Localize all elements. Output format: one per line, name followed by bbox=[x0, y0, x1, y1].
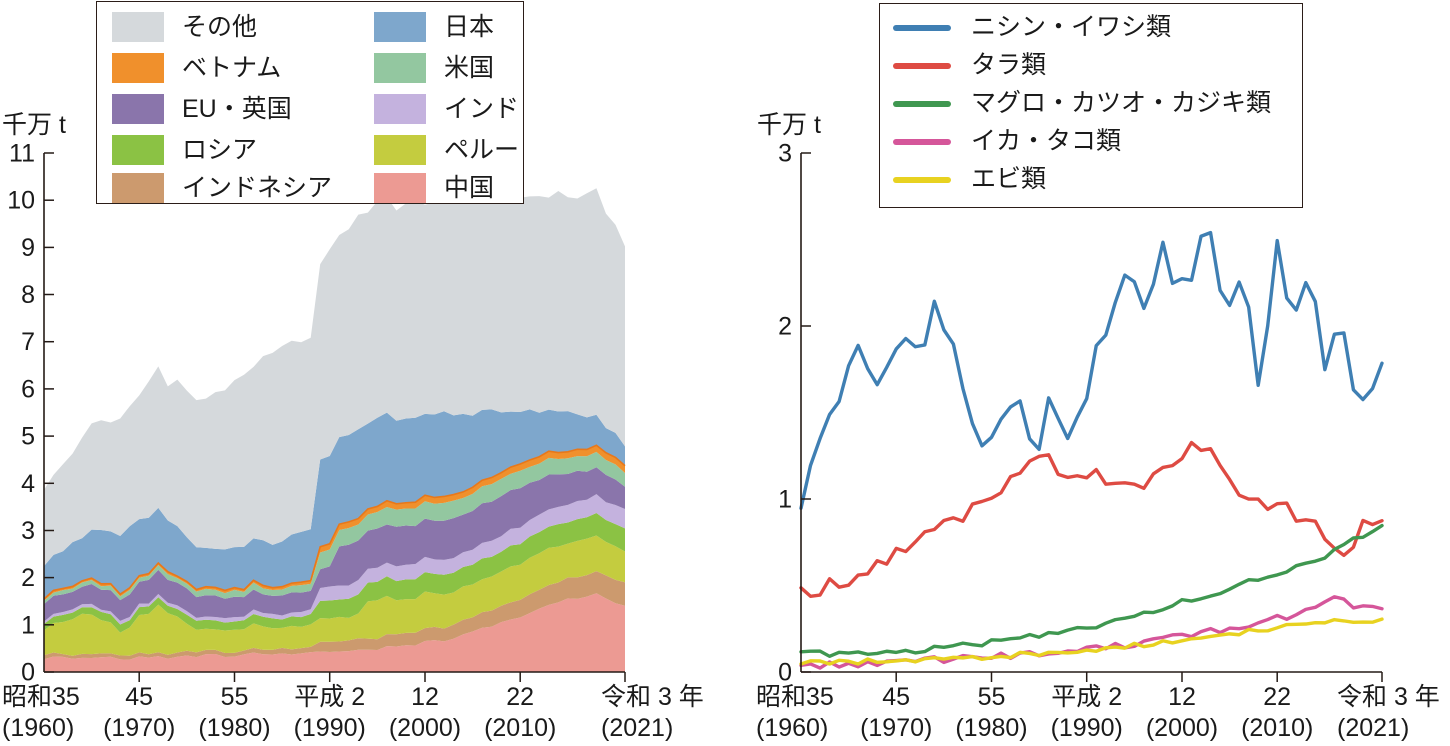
svg-text:55: 55 bbox=[221, 683, 249, 711]
svg-text:(1970): (1970) bbox=[860, 714, 932, 742]
svg-text:12: 12 bbox=[1168, 683, 1196, 711]
svg-text:(1970): (1970) bbox=[103, 714, 175, 742]
svg-text:(1990): (1990) bbox=[294, 714, 366, 742]
svg-text:22: 22 bbox=[1263, 683, 1291, 711]
svg-text:3: 3 bbox=[21, 517, 35, 545]
svg-text:令和 3 年: 令和 3 年 bbox=[601, 683, 704, 711]
svg-text:11: 11 bbox=[9, 140, 35, 168]
svg-text:12: 12 bbox=[411, 683, 439, 711]
svg-text:(1990): (1990) bbox=[1051, 714, 1123, 742]
svg-text:2: 2 bbox=[21, 564, 35, 592]
svg-text:45: 45 bbox=[882, 683, 910, 711]
svg-text:8: 8 bbox=[21, 281, 35, 309]
svg-text:45: 45 bbox=[125, 683, 153, 711]
svg-text:(1980): (1980) bbox=[955, 714, 1027, 742]
svg-text:平成 2: 平成 2 bbox=[294, 683, 365, 711]
svg-text:令和 3 年: 令和 3 年 bbox=[1337, 683, 1440, 711]
svg-text:(2021): (2021) bbox=[1337, 714, 1409, 742]
svg-text:(2010): (2010) bbox=[1241, 714, 1313, 742]
svg-text:(2010): (2010) bbox=[484, 714, 556, 742]
svg-text:昭和35: 昭和35 bbox=[756, 683, 834, 711]
svg-text:3: 3 bbox=[778, 140, 792, 168]
svg-text:22: 22 bbox=[506, 683, 534, 711]
svg-text:(2021): (2021) bbox=[601, 714, 673, 742]
svg-text:(1960): (1960) bbox=[756, 714, 828, 742]
svg-text:9: 9 bbox=[21, 234, 35, 262]
svg-text:2: 2 bbox=[778, 313, 792, 341]
svg-text:平成 2: 平成 2 bbox=[1051, 683, 1122, 711]
svg-text:(1960): (1960) bbox=[2, 714, 74, 742]
svg-text:1: 1 bbox=[21, 611, 35, 639]
svg-text:1: 1 bbox=[778, 486, 792, 514]
svg-text:4: 4 bbox=[21, 470, 35, 498]
svg-text:55: 55 bbox=[978, 683, 1006, 711]
svg-text:(2000): (2000) bbox=[1146, 714, 1218, 742]
svg-text:千万 t: 千万 t bbox=[2, 111, 66, 139]
svg-text:10: 10 bbox=[7, 187, 35, 215]
svg-text:(2000): (2000) bbox=[389, 714, 461, 742]
svg-text:千万 t: 千万 t bbox=[757, 111, 821, 139]
svg-text:(1980): (1980) bbox=[198, 714, 270, 742]
svg-text:6: 6 bbox=[21, 375, 35, 403]
svg-text:昭和35: 昭和35 bbox=[2, 683, 80, 711]
svg-text:7: 7 bbox=[21, 328, 35, 356]
svg-text:5: 5 bbox=[21, 423, 35, 451]
